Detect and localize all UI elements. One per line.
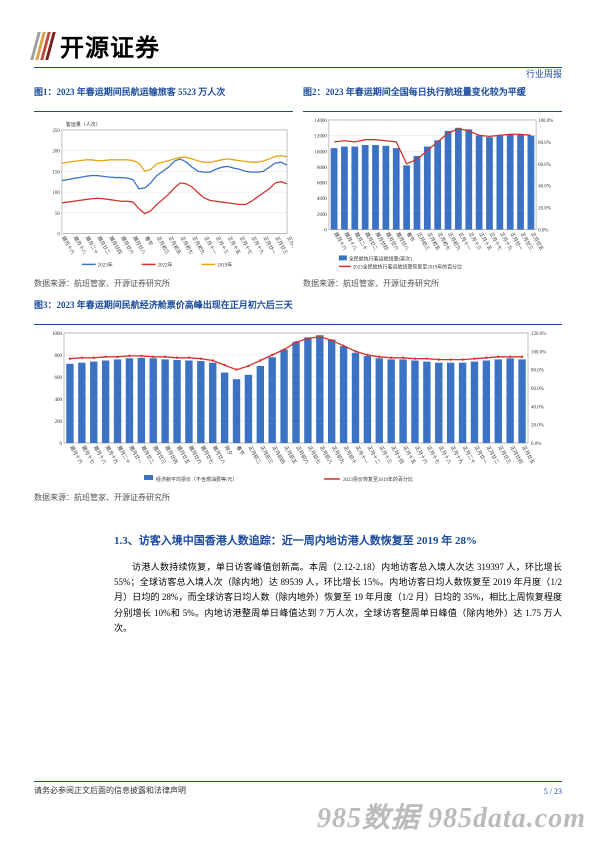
- page-number: 5 / 23: [544, 787, 562, 796]
- svg-text:2023全民航执行客运航班量恢复至2019年的百分比: 2023全民航执行客运航班量恢复至2019年的百分比: [353, 263, 462, 270]
- svg-text:80.0%: 80.0%: [538, 141, 551, 146]
- fig3-source: 数据来源：航班管家、开源证券研究所: [34, 492, 562, 503]
- svg-text:春节: 春节: [143, 235, 154, 247]
- svg-text:0: 0: [60, 442, 63, 447]
- svg-text:60.0%: 60.0%: [531, 387, 544, 392]
- fig1-source: 数据来源：航班管家、开源证券研究所: [34, 278, 293, 289]
- svg-text:客运量（人次）: 客运量（人次）: [66, 121, 101, 128]
- svg-text:全民航执行客运航班量(架次): 全民航执行客运航班量(架次): [349, 255, 412, 262]
- svg-text:4000: 4000: [317, 197, 327, 202]
- fig3-chart: 0 200 400 600 800 1000 0.0% 20.0% 40.0% 60.0% 80.0…: [34, 325, 562, 485]
- svg-text:8000: 8000: [317, 166, 327, 171]
- section-heading: 1.3、访客入境中国香港人数追踪：近一周内地访港人数恢复至 2019 年 28%: [114, 533, 562, 550]
- svg-text:400: 400: [55, 398, 63, 403]
- fig2-chart: 0 2000 4000 6000 8000 10000 12000 14000 0.0% 20.0…: [303, 112, 562, 271]
- svg-text:2023年: 2023年: [98, 261, 113, 268]
- footer-disclaimer: 请务必参阅正文后面的信息披露和法律声明: [34, 785, 186, 796]
- svg-text:200: 200: [55, 420, 63, 425]
- svg-text:2023票价恢复至2019年的百分比: 2023票价恢复至2019年的百分比: [343, 476, 413, 483]
- svg-text:0.0%: 0.0%: [538, 229, 548, 234]
- svg-text:150: 150: [52, 170, 60, 175]
- svg-text:20.0%: 20.0%: [538, 207, 551, 212]
- svg-text:80.0%: 80.0%: [531, 369, 544, 374]
- svg-text:10000: 10000: [314, 150, 327, 155]
- svg-text:0: 0: [324, 229, 327, 234]
- svg-text:经济舱平均票价（不含燃油费等/元）: 经济舱平均票价（不含燃油费等/元）: [156, 476, 237, 483]
- header: 开源证券: [34, 28, 562, 63]
- svg-text:14000: 14000: [314, 119, 327, 124]
- fig3-title: 图3：2023 年春运期间民航经济舱票价高峰出现在正月初六后三天: [34, 299, 562, 325]
- svg-text:2000: 2000: [317, 213, 327, 218]
- svg-text:2019年: 2019年: [217, 261, 232, 268]
- svg-text:2022年: 2022年: [158, 261, 173, 268]
- logo-icon: [30, 32, 56, 60]
- svg-text:0: 0: [57, 233, 60, 238]
- brand-name: 开源证券: [60, 28, 160, 63]
- svg-text:1000: 1000: [52, 332, 63, 337]
- fig2-title: 图2：2023 年春运期间全国每日执行航班量变化较为平缓: [303, 86, 562, 112]
- svg-text:600: 600: [55, 376, 63, 381]
- svg-text:100.0%: 100.0%: [531, 351, 546, 356]
- fig1-chart: 050100150200250客运量（人次）腊月十六腊月十八腊月二十腊月廿二腊月…: [34, 112, 293, 271]
- doc-category: 行业周报: [34, 67, 562, 80]
- svg-text:250: 250: [52, 129, 60, 134]
- svg-text:12000: 12000: [314, 135, 327, 140]
- svg-text:0.0%: 0.0%: [531, 442, 541, 447]
- svg-text:春节: 春节: [405, 231, 416, 243]
- svg-text:除夕: 除夕: [223, 445, 234, 457]
- svg-text:40.0%: 40.0%: [538, 185, 551, 190]
- svg-text:800: 800: [55, 354, 63, 359]
- svg-text:春节: 春节: [235, 445, 246, 457]
- watermark: 985数据 985data.com: [317, 796, 586, 836]
- svg-text:60.0%: 60.0%: [538, 163, 551, 168]
- svg-text:6000: 6000: [317, 182, 327, 187]
- svg-text:120.0%: 120.0%: [531, 332, 546, 337]
- svg-text:50: 50: [55, 212, 60, 217]
- fig1-title: 图1：2023 年春运期间民航运输旅客 5523 万人次: [34, 86, 293, 112]
- svg-text:100.0%: 100.0%: [538, 119, 553, 124]
- svg-text:20.0%: 20.0%: [531, 424, 544, 429]
- svg-text:40.0%: 40.0%: [531, 406, 544, 411]
- section-body: 访港人数持续恢复，单日访客峰值创新高。本周（2.12-2.18）内地访客总入境人…: [114, 560, 562, 636]
- svg-text:200: 200: [52, 150, 60, 155]
- fig2-source: 数据来源：航班管家、开源证券研究所: [303, 278, 562, 289]
- svg-text:100: 100: [52, 191, 60, 196]
